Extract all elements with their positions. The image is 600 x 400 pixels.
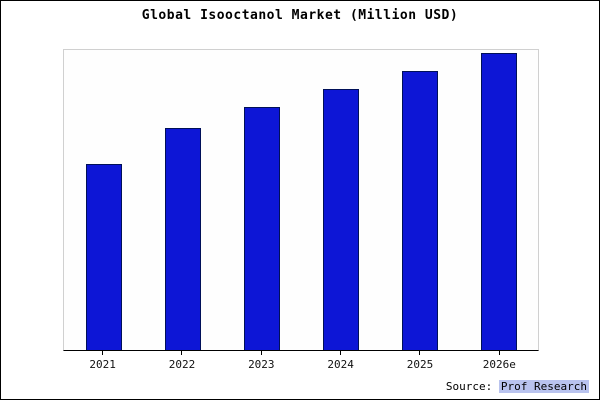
x-tick <box>498 351 500 355</box>
x-label-2024: 2024 <box>327 358 354 371</box>
plot-area <box>63 49 539 351</box>
x-label-2021: 2021 <box>89 358 116 371</box>
source-line: Source: Prof Research <box>446 380 589 393</box>
chart-title: Global Isooctanol Market (Million USD) <box>141 8 459 23</box>
x-slot-2024: 2024 <box>301 351 380 371</box>
source-prefix: Source: <box>445 380 499 393</box>
bar-2021 <box>85 164 122 350</box>
x-tick <box>340 351 342 355</box>
x-tick <box>181 351 183 355</box>
x-slot-2025: 2025 <box>380 351 459 371</box>
x-slot-2022: 2022 <box>142 351 221 371</box>
bar-2024 <box>322 89 359 350</box>
x-label-2026e: 2026e <box>482 358 516 371</box>
bar-2023 <box>243 107 280 350</box>
x-slot-2021: 2021 <box>63 351 142 371</box>
bar-2022 <box>164 128 201 350</box>
x-tick <box>419 351 421 355</box>
x-slot-2026e: 2026e <box>460 351 539 371</box>
x-slot-2023: 2023 <box>222 351 301 371</box>
bar-2025 <box>401 71 438 350</box>
x-tick <box>260 351 262 355</box>
x-axis: 2021 2022 2023 2024 2025 2026e <box>63 351 539 371</box>
source-brand-link[interactable]: Prof Research <box>498 380 589 393</box>
x-label-2023: 2023 <box>248 358 275 371</box>
x-label-2022: 2022 <box>168 358 196 371</box>
x-tick <box>102 351 104 355</box>
bar-2026e <box>480 53 517 350</box>
x-label-2025: 2025 <box>406 358 434 371</box>
